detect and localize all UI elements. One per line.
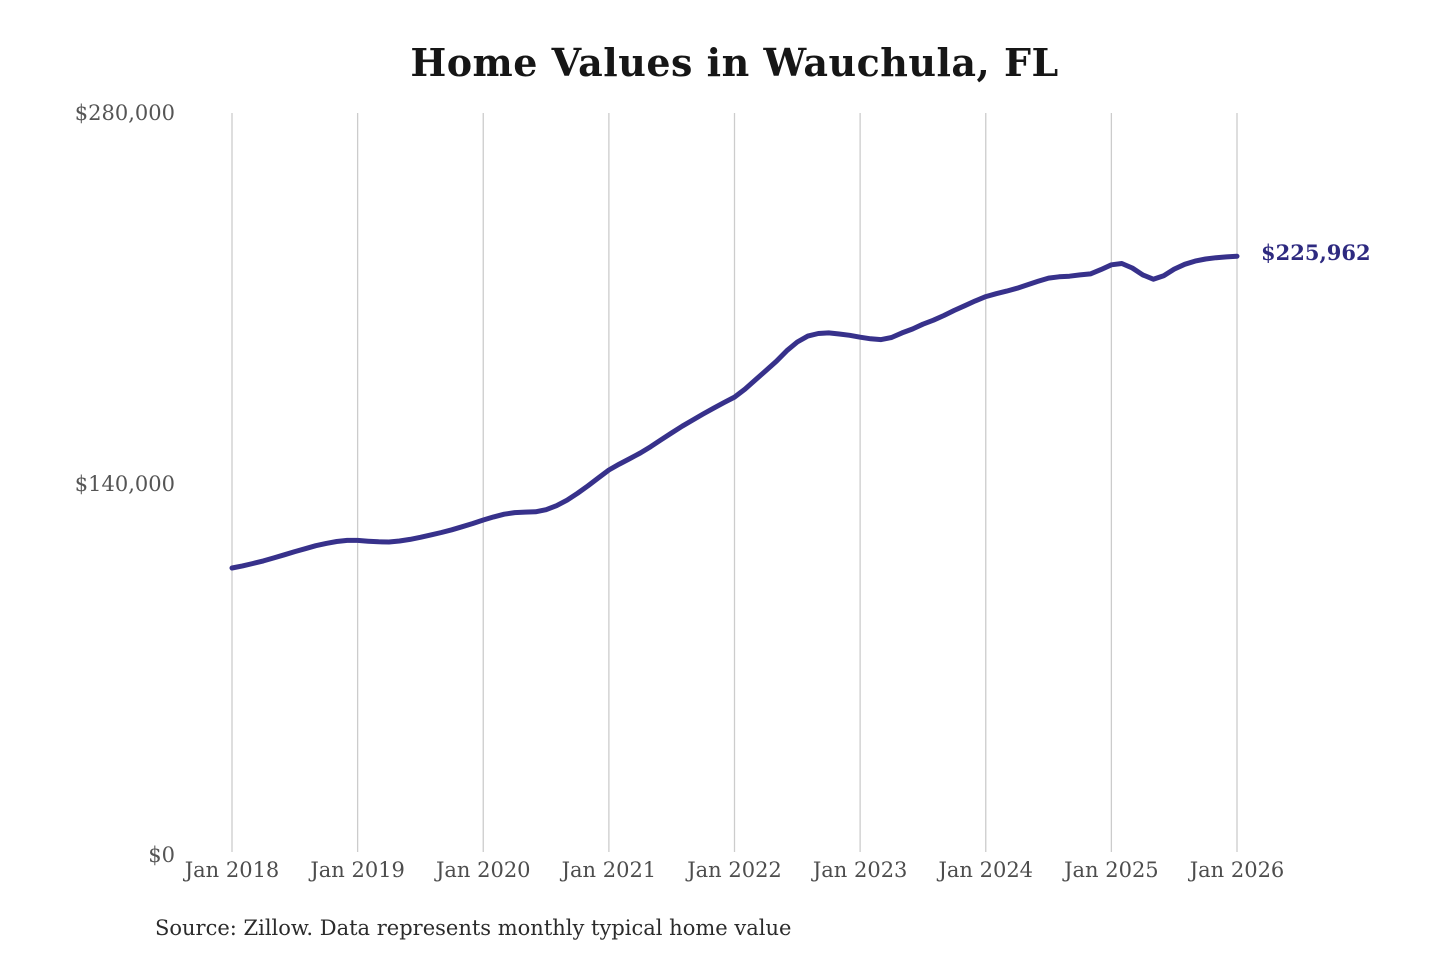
x-tick-label: Jan 2019 <box>310 858 405 882</box>
x-tick-label: Jan 2020 <box>435 858 531 882</box>
source-note: Source: Zillow. Data represents monthly … <box>155 916 792 940</box>
latest-value-label: $225,962 <box>1261 240 1371 266</box>
chart-title: Home Values in Wauchula, FL <box>410 40 1059 85</box>
y-tick-label: $140,000 <box>74 472 175 496</box>
x-tick-label: Jan 2024 <box>938 858 1034 882</box>
x-tick-label: Jan 2026 <box>1189 858 1285 882</box>
x-tick-label: Jan 2023 <box>812 858 908 882</box>
x-tick-label: Jan 2022 <box>687 858 782 882</box>
home-value-line <box>229 253 1240 571</box>
x-tick-label: Jan 2021 <box>561 858 657 882</box>
x-tick-label: Jan 2025 <box>1064 858 1159 882</box>
x-tick-label: Jan 2018 <box>184 858 280 882</box>
y-tick-label: $280,000 <box>74 101 175 125</box>
y-tick-label: $0 <box>148 843 175 867</box>
